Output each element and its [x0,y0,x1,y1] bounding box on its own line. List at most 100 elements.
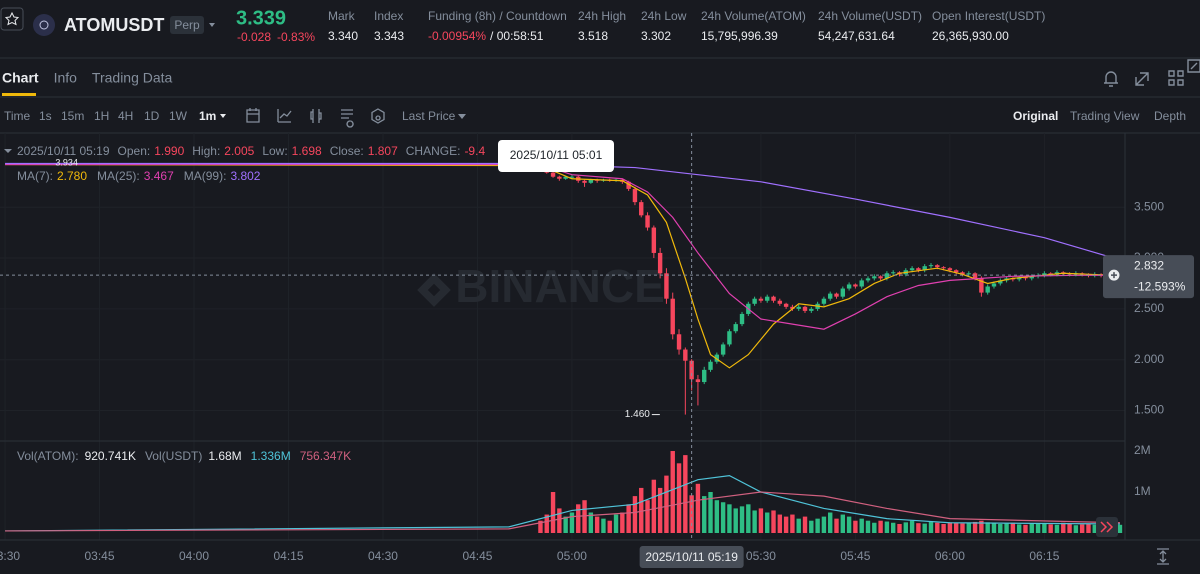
interval[interactable]: 1s [39,109,52,123]
volume-bar [676,463,682,533]
volume-ma-value: 756.347K [300,449,351,463]
volume-bar [1023,524,1028,533]
popout-icon[interactable] [1187,59,1200,73]
interval-dropdown[interactable] [220,114,226,118]
x-tick-label: 06:00 [935,549,965,563]
view-option[interactable]: Depth [1154,109,1186,123]
volume-bar [991,523,997,533]
layout-icon[interactable] [1168,70,1184,86]
calendar-icon[interactable] [246,108,260,123]
candle-body [664,273,669,299]
volume-bar [657,487,663,533]
top-icons [1104,59,1200,87]
candle-body [1029,276,1034,279]
volume-bar [1061,522,1066,533]
tab[interactable]: Chart [2,70,39,86]
view-option[interactable]: Original [1013,109,1058,123]
axis-scale-icon[interactable] [1157,548,1169,565]
volume-bar [890,522,896,533]
price-type-dropdown[interactable] [458,114,466,119]
symbol[interactable]: ATOMUSDT [64,15,164,35]
volume-bar [953,523,959,533]
volume-bar [840,514,846,533]
plot: 3.5003.0002.5002.0001.50003:3003:4504:00… [0,162,1164,563]
volume-bar [979,520,984,533]
volume-bar [1092,524,1097,533]
volume-bar [1117,524,1123,533]
candle-body [708,361,713,370]
view-option[interactable]: Trading View [1070,109,1140,123]
candle-body [922,266,927,271]
candle-body [834,293,839,297]
y-tick-label: 1.500 [1134,403,1164,417]
candle-body [960,272,965,275]
ma-label: MA(25): [97,169,140,183]
legend-value: 1.990 [154,144,184,158]
volume-bar [783,516,789,533]
volume-bar [739,506,745,533]
low-marker-label: 1.460 [625,409,650,420]
volume-bar [935,522,940,533]
volume-bar [1016,524,1022,533]
volume-bar [834,518,839,533]
alert-icon[interactable] [1104,71,1118,87]
settings-list-icon[interactable] [341,109,354,128]
candle-body [670,298,675,335]
volume-bar [809,520,814,533]
tabs: Chart Info Trading Data [2,70,173,86]
fullscreen-icon[interactable] [1135,72,1149,86]
interval[interactable]: 1D [144,109,160,123]
candle-body [966,273,971,275]
candle-body [821,298,827,304]
volume-bar [758,508,764,533]
candle-body [1016,277,1022,280]
crosshair-time: 2025/10/11 05:19 [645,550,738,564]
legend-label: High: [192,144,220,158]
volume-bar [1035,523,1041,533]
legend-collapse[interactable] [4,149,12,153]
volume-bar [607,520,612,533]
interval[interactable]: 1W [169,109,188,123]
interval[interactable]: 1H [94,109,109,123]
volume-bar [1042,523,1047,533]
indicator-icon[interactable] [277,109,292,123]
interval[interactable]: 15m [61,109,84,123]
interval[interactable]: 4H [118,109,133,123]
stat-label: Open Interest(USDT) [932,9,1045,23]
candle-body [890,272,896,274]
volume-bar [859,518,864,533]
volume-bar [639,487,644,533]
stat-value: 3.518 [578,29,608,43]
candle-body [796,306,801,309]
candle-body [683,349,688,361]
tooltip-bg [498,140,614,172]
settings-icon[interactable] [371,108,385,124]
candle-body [563,176,568,179]
volume-bar [557,508,562,533]
candle-body [771,296,776,301]
stat-value: 15,795,996.39 [701,29,778,43]
tab[interactable]: Info [54,70,78,86]
candle-body [588,179,594,183]
stat-label: 24h Low [641,9,687,23]
volume-bar [582,500,587,533]
volume-bar [708,492,713,533]
watermark: BINANCE [455,260,665,312]
interval[interactable]: 1m [199,109,216,123]
volume-bar [569,512,575,533]
y-tick-label: 2.500 [1134,301,1164,315]
x-tick-label: 06:15 [1029,549,1059,563]
candle-body [739,313,745,325]
symbol-dropdown[interactable] [209,23,215,27]
favorite-button[interactable] [0,7,24,31]
candle-body [651,227,657,253]
volume-bar [909,520,915,533]
candle-body [998,280,1003,284]
interval[interactable]: Time [4,109,31,123]
candle-body [846,284,852,289]
tab[interactable]: Trading Data [92,70,173,86]
price-type[interactable]: Last Price [402,109,456,123]
candle-body [783,303,789,307]
candle-type-icon[interactable] [310,109,322,123]
